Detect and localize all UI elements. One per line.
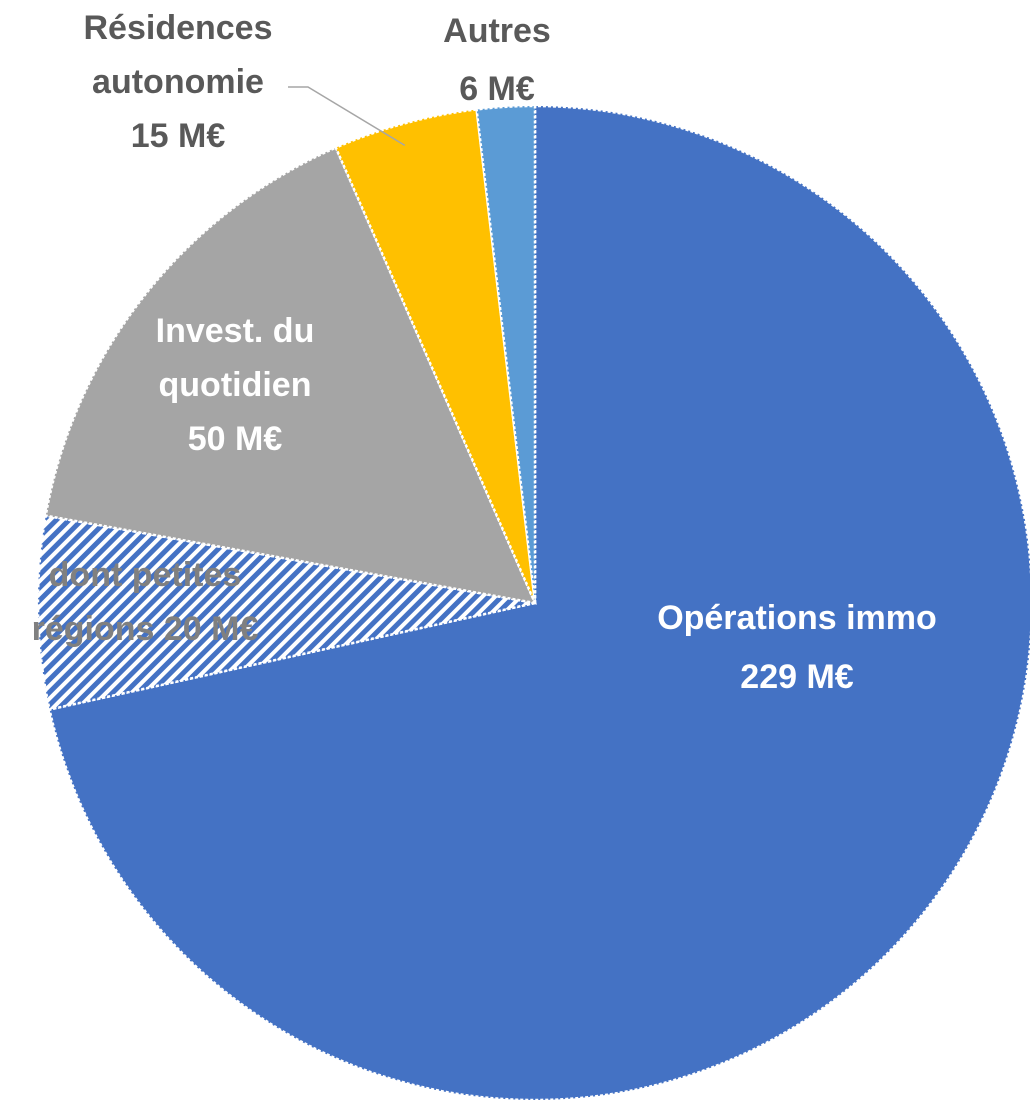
label-line: autonomie [92, 63, 264, 101]
label-line: Autres [443, 12, 551, 50]
label-line: Opérations immo [657, 599, 937, 637]
label-line: quotidien [159, 366, 312, 404]
label-line: régions 20 M€ [32, 610, 259, 648]
label-line: Résidences [84, 9, 273, 47]
label-line: 229 M€ [740, 658, 853, 696]
label-line: 50 M€ [188, 420, 283, 458]
label-autres: Autres 6 M€ [443, 12, 551, 108]
label-line: 6 M€ [459, 70, 535, 108]
label-line: 15 M€ [131, 117, 226, 155]
label-line: Invest. du [156, 312, 315, 350]
label-residences-autonomie: Résidences autonomie 15 M€ [84, 9, 273, 155]
label-line: dont petites [49, 556, 242, 594]
